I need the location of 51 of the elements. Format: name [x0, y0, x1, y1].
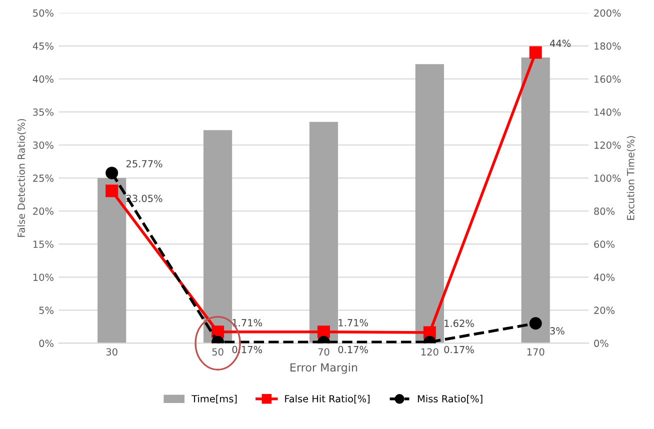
y-tick-label: 15% — [33, 240, 54, 248]
x-tick-label: 70 — [318, 348, 330, 356]
bar — [521, 57, 550, 344]
x-tick-label: 50 — [212, 348, 224, 356]
point — [529, 317, 542, 330]
y-axis-title: False Detection Ratio(%) — [17, 119, 26, 237]
y2-tick-label: 160% — [594, 75, 621, 83]
data-label: 1.62% — [444, 320, 474, 327]
y-tick-label: 10% — [33, 274, 54, 281]
y2-tick-label: 100% — [594, 174, 621, 182]
data-label: 0.17% — [444, 346, 474, 354]
legend-label: Miss Ratio[%] — [418, 394, 482, 404]
point — [317, 326, 330, 338]
bar — [415, 64, 444, 344]
y2-tick-label: 140% — [594, 108, 621, 116]
bar — [98, 178, 126, 344]
y2-tick-label: 20% — [594, 306, 615, 314]
y2-tick-label: 180% — [594, 42, 621, 50]
x-tick-label: 30 — [106, 348, 118, 356]
y-tick-label: 45% — [32, 42, 54, 50]
y-tick-label: 30% — [33, 141, 54, 149]
y-tick-label: 25% — [33, 174, 54, 182]
y2-tick-label: 120% — [594, 141, 621, 149]
point — [106, 184, 118, 198]
point — [106, 166, 118, 180]
y2-tick-label: 0% — [594, 340, 608, 348]
data-label: 3% — [550, 327, 564, 335]
legend-label: False Hit Ratio[%] — [285, 394, 370, 404]
y2-tick-label: 200% — [594, 9, 621, 17]
x-axis-title: Error Margin — [290, 363, 358, 374]
y-tick-label: 40% — [32, 75, 54, 83]
data-label: 44% — [550, 40, 571, 47]
point — [529, 46, 542, 59]
data-label: 0.17% — [338, 346, 368, 354]
y2-axis-title: Excution Time(%) — [626, 136, 636, 220]
x-tick-label: 120 — [421, 348, 438, 356]
y2-tick-label: 80% — [594, 208, 615, 215]
y2-tick-label: 60% — [594, 240, 615, 248]
data-label: 25.77% — [126, 160, 162, 168]
y-tick-label: 50% — [33, 9, 54, 17]
data-label: 1.71% — [232, 319, 262, 326]
y-tick-label: 20% — [33, 208, 54, 215]
data-label: 1.71% — [338, 319, 368, 326]
y2-tick-label: 40% — [594, 274, 615, 281]
y-tick-label: 35% — [33, 108, 54, 116]
x-tick-label: 170 — [527, 348, 544, 356]
y-tick-label: 5% — [39, 306, 54, 314]
bar — [309, 122, 338, 344]
y-tick-label: 0% — [39, 340, 54, 348]
bar — [203, 130, 232, 344]
legend-label: Time[ms] — [192, 394, 237, 404]
